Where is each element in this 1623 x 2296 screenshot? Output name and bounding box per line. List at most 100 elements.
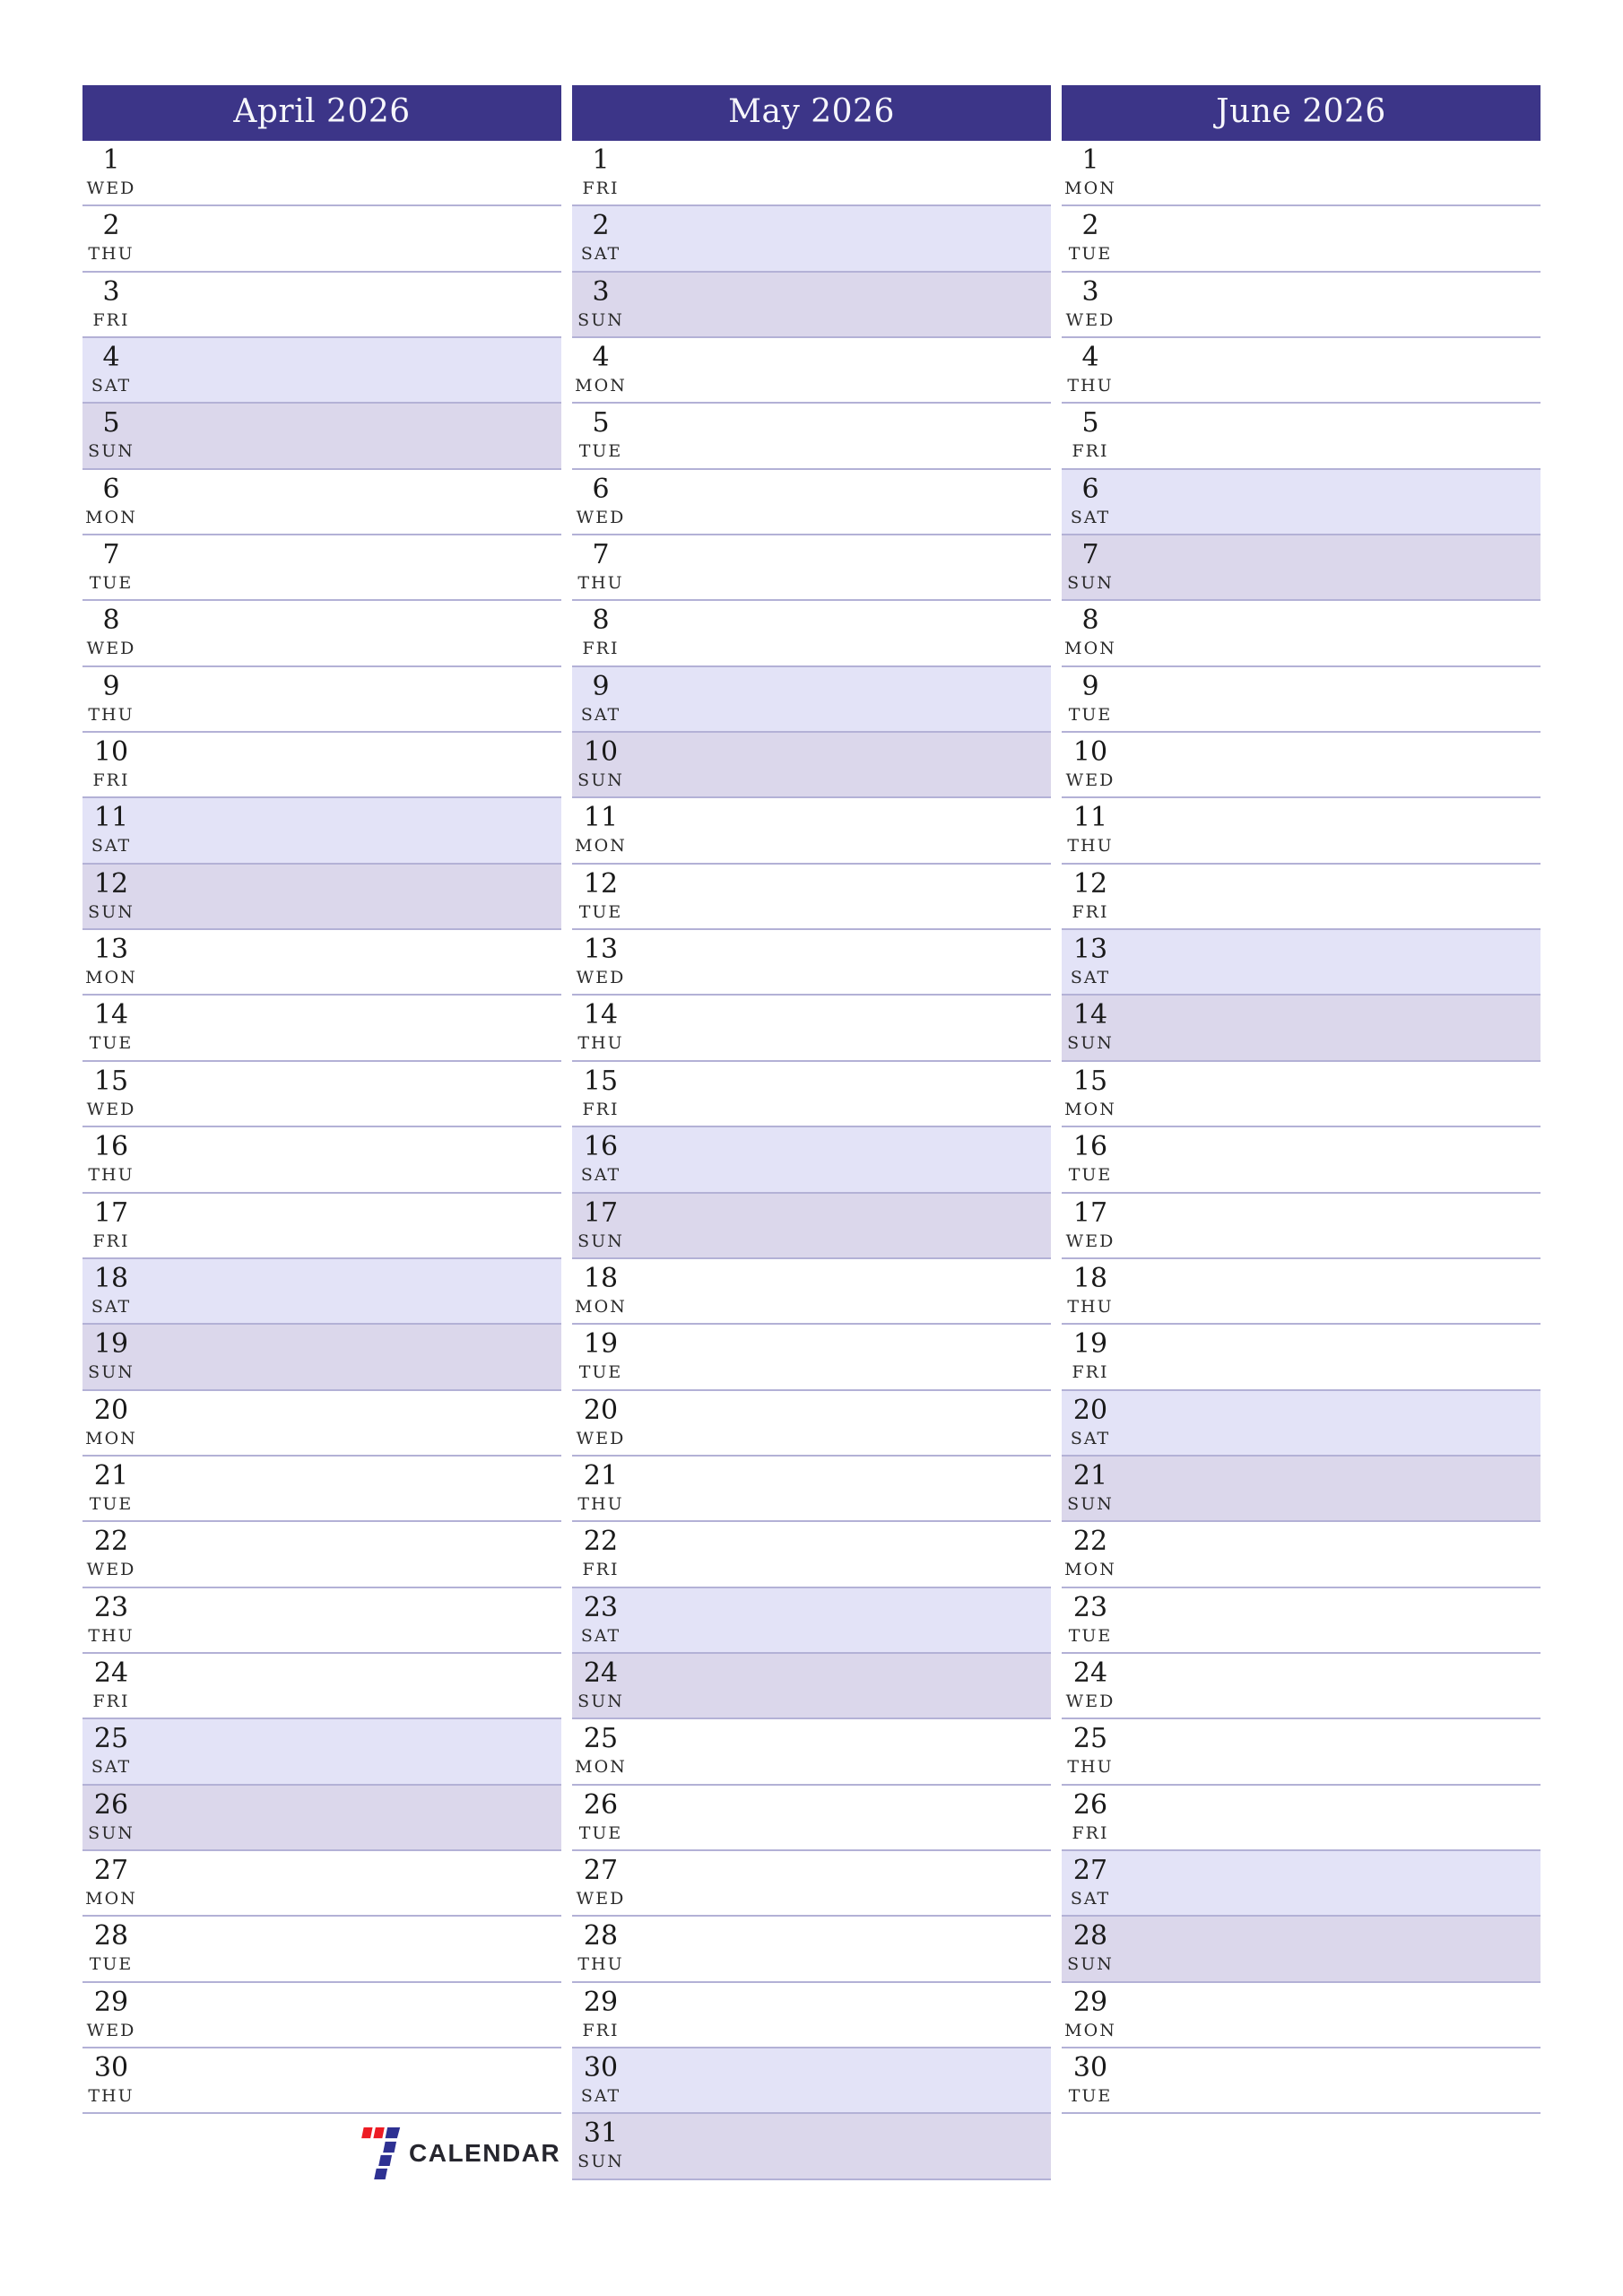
day-row: 10 FRI [82,733,561,799]
day-cell: 13 WED [572,934,629,989]
day-weekday: MON [85,968,137,988]
day-row: 13 WED [572,930,1051,996]
day-weekday: WED [1065,770,1115,791]
day-weekday: SAT [580,1165,621,1186]
day-row: 1 MON [1062,141,1541,207]
day-number: 31 [583,2118,619,2150]
day-row: 25 MON [572,1719,1051,1786]
day-number: 24 [583,1657,619,1689]
day-row: 7 THU [572,535,1051,602]
day-cell: 21 SUN [1062,1460,1119,1516]
day-number: 14 [1072,999,1108,1031]
day-weekday: FRI [1072,1362,1109,1383]
month-column-april: April 2026 1 WED 2 THU 3 FRI 4 SAT 5 SUN… [82,85,561,2180]
day-number: 7 [592,539,610,571]
day-weekday: SUN [1067,1493,1114,1514]
day-row: 7 SUN [1062,535,1541,602]
day-weekday: THU [577,1033,624,1054]
day-number: 5 [592,407,610,439]
day-number: 27 [93,1854,129,1886]
day-row: 23 THU [82,1588,561,1654]
day-cell: 1 MON [1062,144,1119,200]
day-weekday: MON [1064,1560,1116,1580]
day-weekday: SAT [580,244,621,265]
month-column-may: May 2026 1 FRI 2 SAT 3 SUN 4 MON 5 TUE 6… [572,85,1051,2180]
day-row: 23 TUE [1062,1588,1541,1654]
day-cell: 5 FRI [1062,407,1119,463]
day-cell: 18 SAT [82,1263,140,1318]
day-weekday: THU [88,2085,135,2106]
day-row: 13 MON [82,930,561,996]
day-cell: 17 SUN [572,1197,629,1253]
day-row: 4 MON [572,338,1051,404]
day-number: 7 [102,539,120,571]
day-cell: 19 FRI [1062,1328,1119,1384]
day-weekday: WED [576,1888,626,1909]
day-row: 9 SAT [572,666,1051,734]
day-row: 3 WED [1062,273,1541,339]
day-weekday: SAT [1070,507,1111,527]
month-title: April 2026 [82,85,561,141]
day-cell: 24 FRI [82,1657,140,1713]
day-row: 13 SAT [1062,930,1541,996]
brand-seven-icon [361,2127,401,2179]
day-number: 14 [93,999,129,1031]
day-cell: 23 SAT [572,1592,629,1648]
day-number: 30 [583,2051,619,2083]
day-number: 29 [583,1986,619,2018]
day-number: 19 [93,1328,129,1361]
day-cell: 2 THU [82,210,140,265]
day-row: 19 TUE [572,1325,1051,1391]
day-cell: 30 THU [82,2052,140,2108]
day-cell: 22 FRI [572,1526,629,1581]
day-cell: 12 TUE [572,868,629,924]
day-number: 20 [583,1394,619,1426]
day-weekday: WED [1065,1691,1115,1711]
day-cell: 6 MON [82,474,140,529]
month-title: May 2026 [572,85,1051,141]
day-weekday: TUE [578,441,623,462]
day-weekday: THU [1067,1757,1114,1778]
day-cell: 27 SAT [1062,1855,1119,1910]
day-weekday: SAT [1070,1428,1111,1448]
day-number: 26 [583,1788,619,1821]
day-weekday: SUN [577,309,624,330]
day-weekday: SUN [88,901,135,922]
day-number: 27 [1072,1854,1108,1886]
day-cell: 8 MON [1062,604,1119,660]
day-number: 2 [102,210,120,242]
day-weekday: SUN [88,1822,135,1843]
day-cell: 7 TUE [82,539,140,595]
day-row: 4 SAT [82,338,561,404]
day-row: 21 THU [572,1457,1051,1523]
day-weekday: THU [1067,836,1114,857]
day-row: 12 TUE [572,865,1051,931]
day-weekday: TUE [578,901,623,922]
day-number: 1 [592,144,610,176]
day-cell: 30 SAT [572,2052,629,2108]
day-cell: 29 MON [1062,1987,1119,2042]
day-row: 19 SUN [82,1325,561,1391]
day-weekday: THU [88,704,135,725]
day-weekday: FRI [1072,441,1109,462]
day-number: 16 [1072,1131,1108,1163]
day-weekday: SUN [577,2152,624,2172]
day-weekday: MON [575,836,627,857]
day-cell: 20 SAT [1062,1395,1119,1450]
day-cell: 15 FRI [572,1065,629,1121]
day-weekday: MON [575,376,627,396]
day-cell: 14 TUE [82,999,140,1055]
month-title: June 2026 [1062,85,1541,141]
day-number: 2 [1081,210,1099,242]
day-weekday: SUN [88,441,135,462]
day-number: 14 [583,999,619,1031]
day-row: 7 TUE [82,535,561,602]
day-cell: 5 SUN [82,407,140,463]
day-row: 30 TUE [1062,2048,1541,2115]
day-cell: 9 TUE [1062,671,1119,726]
day-weekday: WED [576,1428,626,1448]
day-row: 22 FRI [572,1522,1051,1588]
day-cell: 19 TUE [572,1328,629,1384]
day-row: 21 SUN [1062,1456,1541,1523]
day-number: 21 [1072,1459,1108,1492]
